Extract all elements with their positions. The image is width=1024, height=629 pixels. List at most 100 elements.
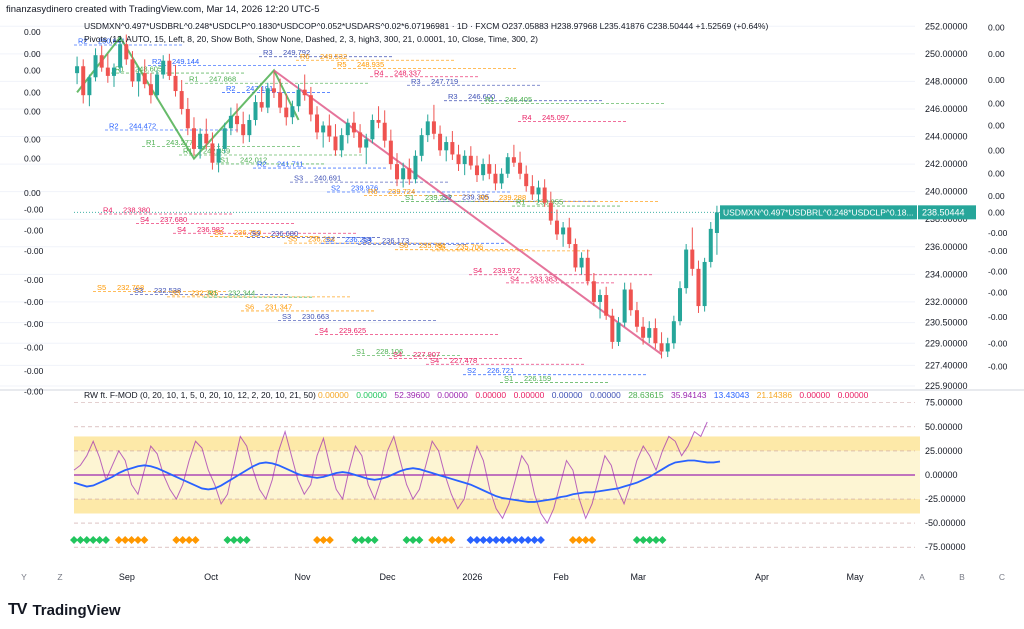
candle-body bbox=[93, 55, 98, 78]
candle-body bbox=[358, 132, 363, 148]
osc-diamond-marker bbox=[428, 536, 437, 544]
osc-legend-value: 52.39600 bbox=[394, 390, 430, 400]
pivot-value-label: 247.719 bbox=[431, 77, 458, 86]
osc-diamond-marker bbox=[536, 536, 545, 544]
osc-diamond-marker bbox=[415, 536, 424, 544]
candle-body bbox=[253, 102, 258, 120]
candle-body bbox=[351, 122, 356, 133]
tradingview-logo-text: TradingView bbox=[32, 601, 121, 619]
osc-diamond-marker bbox=[581, 536, 590, 544]
candle-body bbox=[247, 119, 252, 136]
candle-body bbox=[659, 343, 664, 352]
right-tick-label: -0.00 bbox=[988, 362, 1008, 372]
range-button: Z bbox=[57, 572, 62, 582]
candle-body bbox=[395, 164, 399, 180]
price-axis[interactable]: 252.00000 250.00000 248.00000 246.00000 244.… bbox=[925, 21, 968, 391]
candle-body bbox=[585, 257, 590, 282]
right-tick-label: -0.00 bbox=[988, 246, 1008, 256]
pivot-level-label: R1 bbox=[208, 289, 218, 298]
osc-diamond-marker bbox=[434, 536, 443, 544]
pivot-value-label: 239.305 bbox=[462, 193, 489, 202]
pivot-value-label: 248.935 bbox=[357, 60, 384, 69]
pivot-value-label: 226.159 bbox=[524, 374, 551, 383]
candle-body bbox=[487, 164, 492, 174]
time-axis-label: Apr bbox=[755, 572, 769, 582]
candle-body bbox=[413, 155, 418, 180]
osc-diamond-marker bbox=[498, 536, 507, 544]
pivot-level-label: R5 bbox=[337, 60, 347, 69]
pivot-value-label: 233.383 bbox=[530, 274, 557, 283]
osc-diamond-marker bbox=[575, 536, 584, 544]
osc-legend: RW ft. F-MOD (0, 20, 10, 1, 5, 0, 20, 10… bbox=[84, 390, 316, 400]
left-tick-label: -0.00 bbox=[24, 275, 44, 285]
chart-attribution: finanzasydinero created with TradingView… bbox=[6, 4, 320, 15]
scale-button: C bbox=[999, 572, 1005, 582]
candle-body bbox=[499, 173, 504, 184]
pivot-value-label: 243.277 bbox=[166, 138, 193, 147]
tradingview-logo[interactable]: TV TradingView bbox=[8, 601, 121, 619]
osc-diamond-marker bbox=[639, 536, 648, 544]
pivot-level-label: S3 bbox=[251, 229, 260, 238]
candle-body bbox=[382, 122, 387, 141]
pivot-value-label: 236.982 bbox=[197, 225, 224, 234]
candle-body bbox=[235, 115, 240, 125]
osc-diamond-marker bbox=[485, 536, 494, 544]
pivot-value-label: 247.191 bbox=[246, 84, 273, 93]
osc-legend-value: 0.00000 bbox=[318, 390, 349, 400]
pivot-value-label: 227.907 bbox=[413, 350, 440, 359]
candle-body bbox=[370, 119, 375, 140]
pivot-value-label: 239.292 bbox=[425, 193, 452, 202]
overbought-band bbox=[74, 436, 920, 451]
pivot-value-label: 232.768 bbox=[117, 283, 144, 292]
tradingview-logo-icon: TV bbox=[8, 601, 27, 618]
osc-diamond-marker bbox=[504, 536, 513, 544]
candle-body bbox=[604, 295, 609, 316]
pivot-value-label: 242.012 bbox=[240, 155, 267, 164]
osc-diamond-marker bbox=[658, 536, 667, 544]
right-tick-label: 0.00 bbox=[988, 169, 1005, 179]
price-legend[interactable]: USDMXN^0.497*USDBRL^0.248*USDCLP^0.1830*… bbox=[84, 21, 768, 44]
left-axis: 0.00 0.00 0.00 0.00 0.00 0.00 0.00 0.00 -0.00 -0.… bbox=[24, 27, 44, 397]
pivot-value-label: 236.750 bbox=[234, 228, 261, 237]
candle-body bbox=[425, 121, 430, 136]
candle-body bbox=[536, 187, 541, 195]
osc-legend-value: 0.00000 bbox=[552, 390, 583, 400]
pivot-level-label: S1 bbox=[220, 155, 229, 164]
right-tick-label: 0.00 bbox=[988, 191, 1005, 201]
candle-body bbox=[610, 315, 615, 342]
osc-diamond-marker bbox=[133, 536, 142, 544]
osc-diamond-marker bbox=[479, 536, 488, 544]
right-tick-label: 0.00 bbox=[988, 98, 1005, 108]
osc-diamond-marker bbox=[440, 536, 449, 544]
pivot-lines: R2250.641R1248.605R2249.144R1247.868R224… bbox=[74, 37, 666, 383]
osc-diamond-marker bbox=[236, 536, 245, 544]
pivot-level-label: S2 bbox=[325, 235, 334, 244]
osc-diamond-marker bbox=[319, 536, 328, 544]
osc-legend-value: 0.00000 bbox=[799, 390, 830, 400]
pivot-level-label: S4 bbox=[510, 274, 519, 283]
time-axis-label: Sep bbox=[119, 572, 135, 582]
candle-body bbox=[444, 142, 449, 151]
price-tick-label: 227.40000 bbox=[925, 360, 968, 370]
osc-diamond-marker bbox=[127, 536, 136, 544]
candle-body bbox=[265, 88, 270, 108]
pivots-legend: Pivots (12, AUTO, 15, Left, 8, 20, Show … bbox=[84, 34, 538, 44]
price-tick-label: 225.90000 bbox=[925, 381, 968, 391]
candle-body bbox=[567, 227, 572, 245]
pivot-level-label: R1 bbox=[146, 138, 156, 147]
candle-body bbox=[548, 202, 553, 221]
osc-legend-value: 21.14386 bbox=[757, 390, 793, 400]
oscillator-pane[interactable]: 75.00000 50.00000 25.00000 0.00000 -25.00000… bbox=[70, 390, 966, 552]
pivot-value-label: 228.106 bbox=[376, 347, 403, 356]
pivot-value-label: 230.663 bbox=[302, 312, 329, 321]
right-tick-label: 0.00 bbox=[988, 121, 1005, 131]
time-axis[interactable]: Sep Oct Nov Dec 2026 Feb Mar Apr May Y Z A B C bbox=[21, 572, 1005, 582]
left-tick-label: 0.00 bbox=[24, 49, 41, 59]
candle-body bbox=[216, 148, 221, 163]
candle-body bbox=[148, 84, 153, 96]
candle-body bbox=[284, 107, 289, 118]
candle-body bbox=[105, 67, 110, 76]
candle-body bbox=[671, 321, 676, 344]
price-tick-label: 230.50000 bbox=[925, 318, 968, 328]
